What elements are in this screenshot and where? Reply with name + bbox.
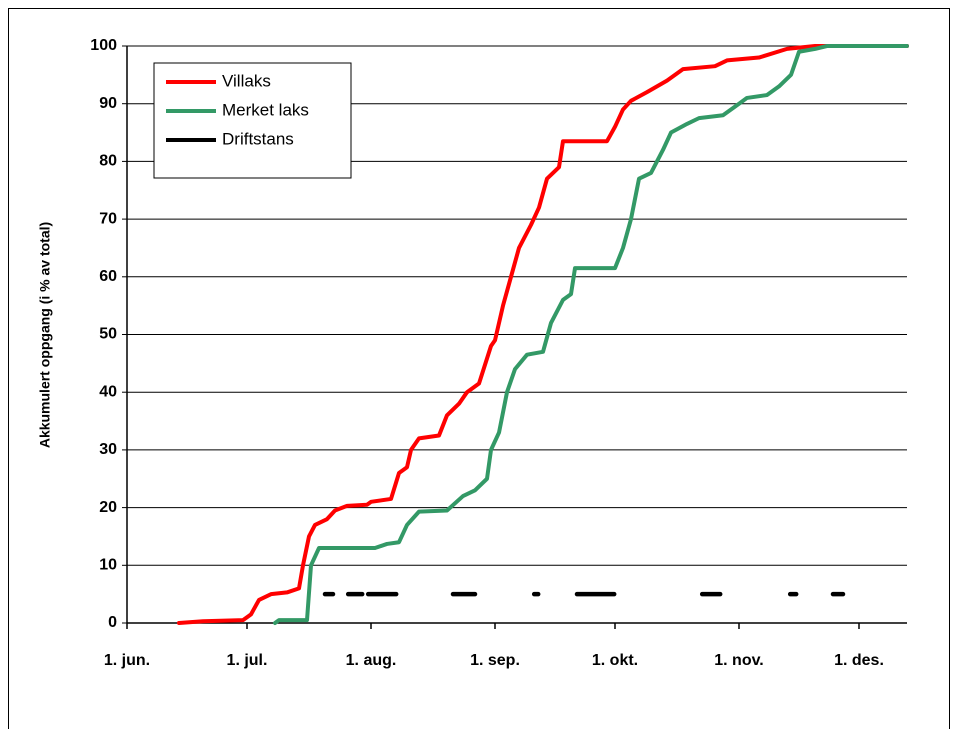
x-tick-label: 1. jul. bbox=[227, 652, 268, 669]
x-tick-label: 1. des. bbox=[834, 652, 884, 669]
y-tick-label: 30 bbox=[99, 441, 117, 458]
series-line bbox=[273, 44, 909, 625]
y-tick-label: 20 bbox=[99, 499, 117, 516]
x-tick-label: 1. jun. bbox=[104, 652, 150, 669]
y-tick-label: 50 bbox=[99, 326, 117, 343]
y-tick-label: 60 bbox=[99, 268, 117, 285]
x-tick-label: 1. aug. bbox=[346, 652, 397, 669]
y-tick-label: 70 bbox=[99, 210, 117, 227]
y-tick-label: 10 bbox=[99, 557, 117, 574]
legend-label: Driftstans bbox=[222, 129, 294, 148]
series-line bbox=[177, 44, 909, 625]
y-tick-label: 40 bbox=[99, 383, 117, 400]
frame bbox=[8, 8, 950, 734]
legend-label: Villaks bbox=[222, 71, 271, 90]
y-tick-label: 0 bbox=[108, 614, 117, 631]
x-tick-label: 1. nov. bbox=[714, 652, 764, 669]
y-tick-label: 100 bbox=[90, 37, 117, 54]
x-tick-label: 1. sep. bbox=[470, 652, 520, 669]
y-tick-label: 90 bbox=[99, 95, 117, 112]
x-tick-label: 1. okt. bbox=[592, 652, 638, 669]
y-tick-label: 80 bbox=[99, 153, 117, 170]
y-axis-label: Akkumulert oppgang (i % av total) bbox=[37, 222, 53, 448]
legend-label: Merket laks bbox=[222, 100, 309, 119]
